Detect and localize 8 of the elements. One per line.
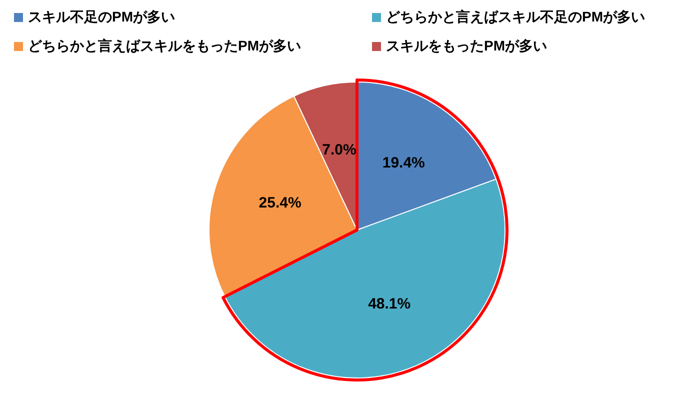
data-label: 7.0% — [322, 142, 356, 159]
data-label: 19.4% — [382, 154, 425, 172]
data-label: 25.4% — [258, 194, 302, 212]
legend-label: スキル不足のPMが多い — [28, 8, 175, 25]
data-label: 48.1% — [368, 296, 411, 313]
legend-label: スキルをもったPMが多い — [386, 38, 547, 54]
legend-label: どちらかと言えばスキル不足のPMが多い — [386, 8, 645, 25]
legend-label: どちらかと言えばスキルをもったPMが多い — [28, 38, 301, 54]
